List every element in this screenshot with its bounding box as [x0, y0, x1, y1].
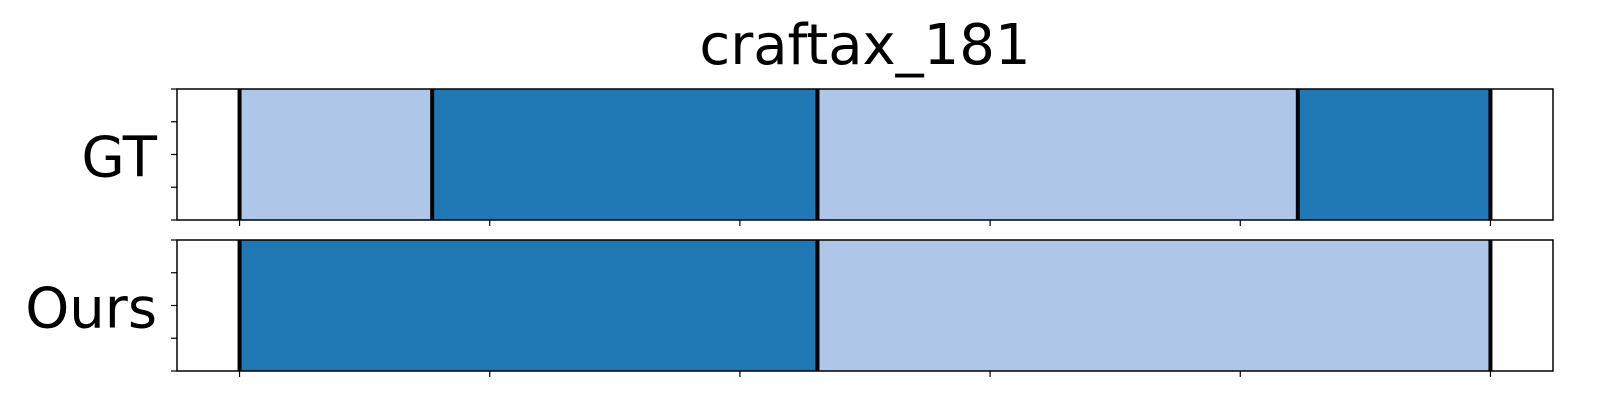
segment-ours-1	[817, 240, 1491, 371]
row-gt: GT	[81, 88, 1554, 226]
segment-gt-1	[432, 89, 818, 220]
chart-title: craftax_181	[699, 13, 1030, 78]
segment-gt-0	[239, 89, 433, 220]
segment-gt-2	[817, 89, 1298, 220]
segment-ours-0	[239, 240, 818, 371]
row-label-gt: GT	[81, 126, 157, 191]
row-ours: Ours	[25, 239, 1554, 377]
row-label-ours: Ours	[25, 277, 157, 342]
segment-gt-3	[1297, 89, 1491, 220]
